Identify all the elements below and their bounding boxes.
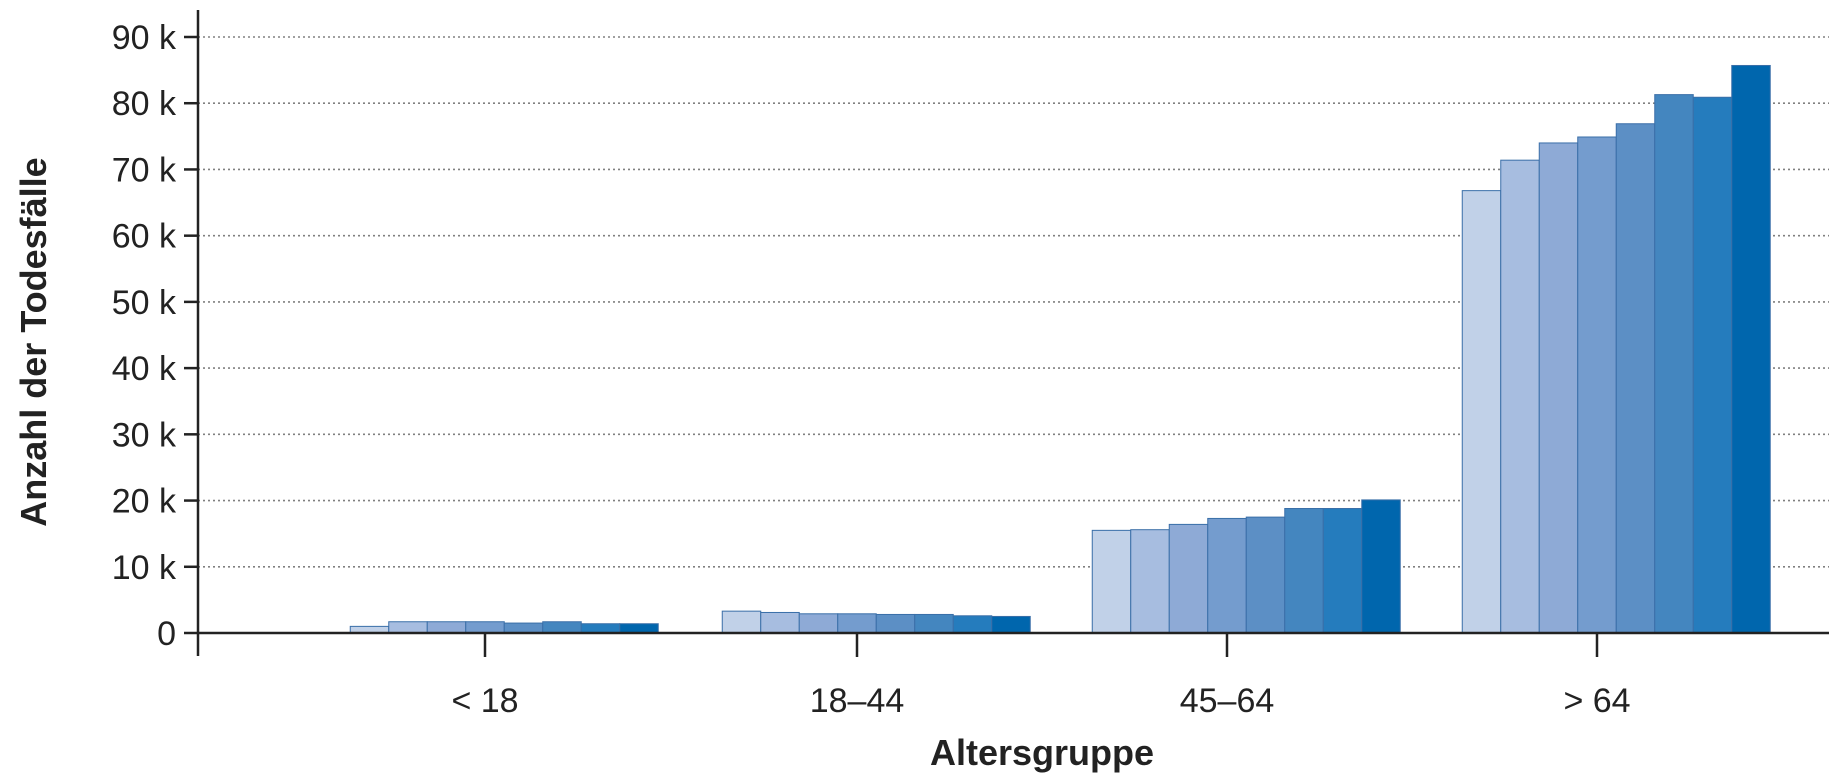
bar [1577, 136, 1617, 634]
bar [1130, 529, 1170, 634]
x-axis-title: Altersgruppe [930, 732, 1154, 773]
bar [619, 623, 659, 634]
y-tick-label: 10 k [112, 549, 177, 587]
x-tick-label: < 18 [451, 682, 518, 720]
bars [349, 64, 1771, 634]
y-tick-label: 40 k [112, 350, 177, 388]
bar [798, 613, 839, 634]
x-tick-label: > 64 [1563, 682, 1630, 720]
bar [914, 613, 954, 634]
y-tick-label: 30 k [112, 416, 177, 454]
bar [1322, 508, 1363, 634]
bar [580, 623, 621, 634]
bar [1284, 508, 1324, 634]
bar [952, 615, 993, 634]
bar [1654, 94, 1694, 634]
bar [542, 621, 582, 634]
grid-lines [198, 36, 1829, 568]
bar [1461, 190, 1502, 634]
bar [760, 611, 800, 634]
bar [875, 613, 916, 634]
bar [1615, 123, 1656, 634]
y-tick-label: 60 k [112, 218, 177, 256]
bar [837, 613, 877, 634]
bar [1500, 159, 1540, 634]
axes [196, 10, 1829, 656]
bar [1207, 517, 1247, 634]
y-tick-label: 70 k [112, 151, 177, 189]
bar [426, 621, 467, 634]
y-tick-label: 20 k [112, 483, 177, 521]
y-tick-label: 80 k [112, 85, 177, 123]
bar [1538, 142, 1579, 634]
bar [991, 615, 1031, 634]
bar [1361, 499, 1401, 634]
bar [503, 622, 544, 634]
y-tick-label: 90 k [112, 19, 177, 57]
y-tick-labels: 0 10 k 20 k 30 k 40 k 50 k 60 k 70 k 80 k 90 k [112, 19, 198, 653]
bar [721, 610, 762, 634]
y-axis-title: Anzahl der Todesfälle [13, 157, 54, 526]
bar [388, 621, 428, 634]
x-tick-labels: < 18 18–44 45–64 > 64 [451, 633, 1631, 720]
bar [1692, 96, 1733, 634]
bar [1731, 64, 1771, 634]
x-tick-label: 45–64 [1180, 682, 1275, 720]
y-tick-label: 0 [157, 615, 176, 653]
bar [1168, 523, 1209, 634]
bar [465, 621, 505, 634]
x-tick-label: 18–44 [810, 682, 905, 720]
bar [1091, 529, 1132, 634]
bar [1245, 516, 1286, 634]
y-tick-label: 50 k [112, 284, 177, 322]
